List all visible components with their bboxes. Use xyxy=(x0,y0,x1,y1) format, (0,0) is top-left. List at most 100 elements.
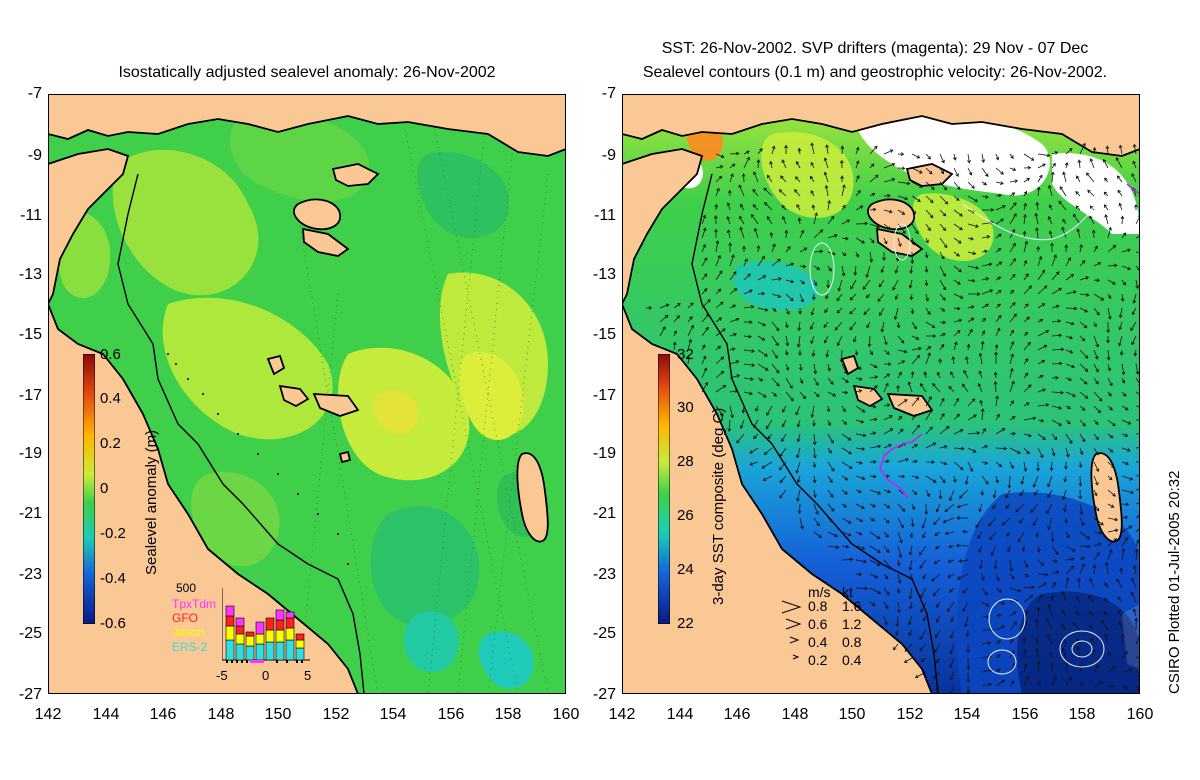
velocity-arrow xyxy=(1048,230,1053,239)
velocity-arrow xyxy=(981,249,988,254)
velocity-arrow xyxy=(778,461,787,471)
velocity-arrow xyxy=(701,227,707,239)
velocity-arrow xyxy=(869,573,879,579)
velocity-arrow xyxy=(1093,245,1098,253)
velocity-arrow xyxy=(995,218,1004,225)
velocity-arrow xyxy=(1065,565,1075,575)
velocity-arrow xyxy=(1121,650,1128,659)
velocity-arrow xyxy=(880,321,885,333)
velocity-arrow xyxy=(1107,433,1114,439)
velocity-arrow xyxy=(1051,375,1059,380)
velocity-arrow xyxy=(925,181,935,190)
velocity-arrow xyxy=(869,545,881,553)
velocity-arrow xyxy=(967,328,973,337)
velocity-arrow xyxy=(962,383,969,393)
velocity-arrow xyxy=(729,405,734,419)
velocity-arrow xyxy=(1107,447,1114,453)
velocity-arrow xyxy=(883,209,893,214)
velocity-arrow xyxy=(981,235,991,239)
velocity-arrow xyxy=(1058,200,1067,211)
velocity-arrow xyxy=(1065,306,1078,311)
velocity-arrow xyxy=(813,489,817,499)
velocity-arrow xyxy=(813,363,818,375)
velocity-arrow xyxy=(1051,447,1056,457)
velocity-arrow xyxy=(1079,531,1091,540)
velocity-arrow xyxy=(1107,263,1118,268)
velocity-arrow xyxy=(812,419,816,427)
velocity-arrow xyxy=(932,671,941,680)
velocity-arrow xyxy=(951,356,956,365)
velocity-arrow xyxy=(869,375,879,379)
velocity-arrow xyxy=(1009,192,1016,197)
velocity-arrow xyxy=(869,431,877,436)
velocity-arrow xyxy=(701,381,708,393)
velocity-arrow xyxy=(1121,363,1126,376)
velocity-arrow xyxy=(757,307,769,312)
velocity-arrow xyxy=(785,335,790,347)
velocity-arrow xyxy=(1023,663,1028,673)
velocity-arrow xyxy=(855,189,861,197)
velocity-arrow xyxy=(849,293,857,301)
velocity-arrow xyxy=(944,503,955,513)
velocity-arrow xyxy=(813,229,824,239)
velocity-arrow xyxy=(869,207,877,212)
velocity-arrow xyxy=(771,145,776,155)
velocity-arrow xyxy=(910,517,915,528)
velocity-arrow xyxy=(715,370,725,379)
speed-ms: 0.8 xyxy=(808,598,828,614)
velocity-arrow xyxy=(869,404,877,409)
velocity-arrow xyxy=(1131,577,1137,589)
velocity-arrow xyxy=(925,442,937,449)
velocity-arrow xyxy=(715,328,726,337)
velocity-arrow xyxy=(922,573,927,580)
left-colorbar xyxy=(83,354,95,624)
velocity-arrow xyxy=(993,371,998,379)
velocity-arrow xyxy=(924,279,929,287)
velocity-arrow xyxy=(841,433,852,441)
plot-credit: CSIRO Plotted 01-Jul-2005 20:32 xyxy=(1166,470,1183,694)
velocity-arrow xyxy=(813,212,818,225)
velocity-arrow xyxy=(701,214,707,225)
velocity-arrow xyxy=(1061,226,1067,239)
left-cb-tick: -0.4 xyxy=(100,570,126,587)
velocity-arrow xyxy=(1035,227,1039,239)
velocity-arrow xyxy=(855,447,866,451)
velocity-arrow xyxy=(701,326,709,337)
velocity-arrow xyxy=(1107,549,1113,561)
velocity-arrow xyxy=(810,190,815,197)
velocity-arrow xyxy=(935,503,941,513)
velocity-arrow xyxy=(1050,662,1055,673)
velocity-arrow xyxy=(925,223,931,232)
velocity-arrow xyxy=(799,517,804,530)
velocity-arrow xyxy=(687,316,693,323)
velocity-arrow xyxy=(994,344,999,351)
velocity-arrow xyxy=(753,433,759,440)
lon-tick: 154 xyxy=(379,706,407,723)
velocity-arrow xyxy=(953,306,961,311)
velocity-arrow xyxy=(1133,349,1138,357)
velocity-arrow xyxy=(785,262,795,267)
velocity-arrow xyxy=(883,403,891,407)
velocity-arrow xyxy=(953,237,962,244)
velocity-arrow xyxy=(799,377,804,384)
right-cb-tick: 26 xyxy=(677,507,694,524)
velocity-arrow xyxy=(879,307,885,317)
velocity-arrow xyxy=(878,279,885,288)
velocity-arrow xyxy=(1009,461,1014,469)
velocity-arrow xyxy=(771,335,779,347)
velocity-arrow xyxy=(897,360,906,365)
mission-label: TpxTdm xyxy=(172,597,217,611)
velocity-arrow xyxy=(1021,545,1026,552)
velocity-arrow xyxy=(1119,567,1124,575)
velocity-arrow xyxy=(978,370,983,379)
velocity-arrow xyxy=(932,383,941,393)
velocity-arrow xyxy=(1092,564,1097,575)
velocity-arrow xyxy=(1092,146,1097,155)
velocity-arrow xyxy=(1046,503,1053,515)
velocity-arrow xyxy=(785,245,791,253)
velocity-arrow xyxy=(1121,461,1130,466)
velocity-arrow xyxy=(659,303,670,309)
speed-ms: 0.4 xyxy=(808,634,828,650)
velocity-arrow xyxy=(855,389,863,393)
velocity-arrow xyxy=(825,144,829,155)
